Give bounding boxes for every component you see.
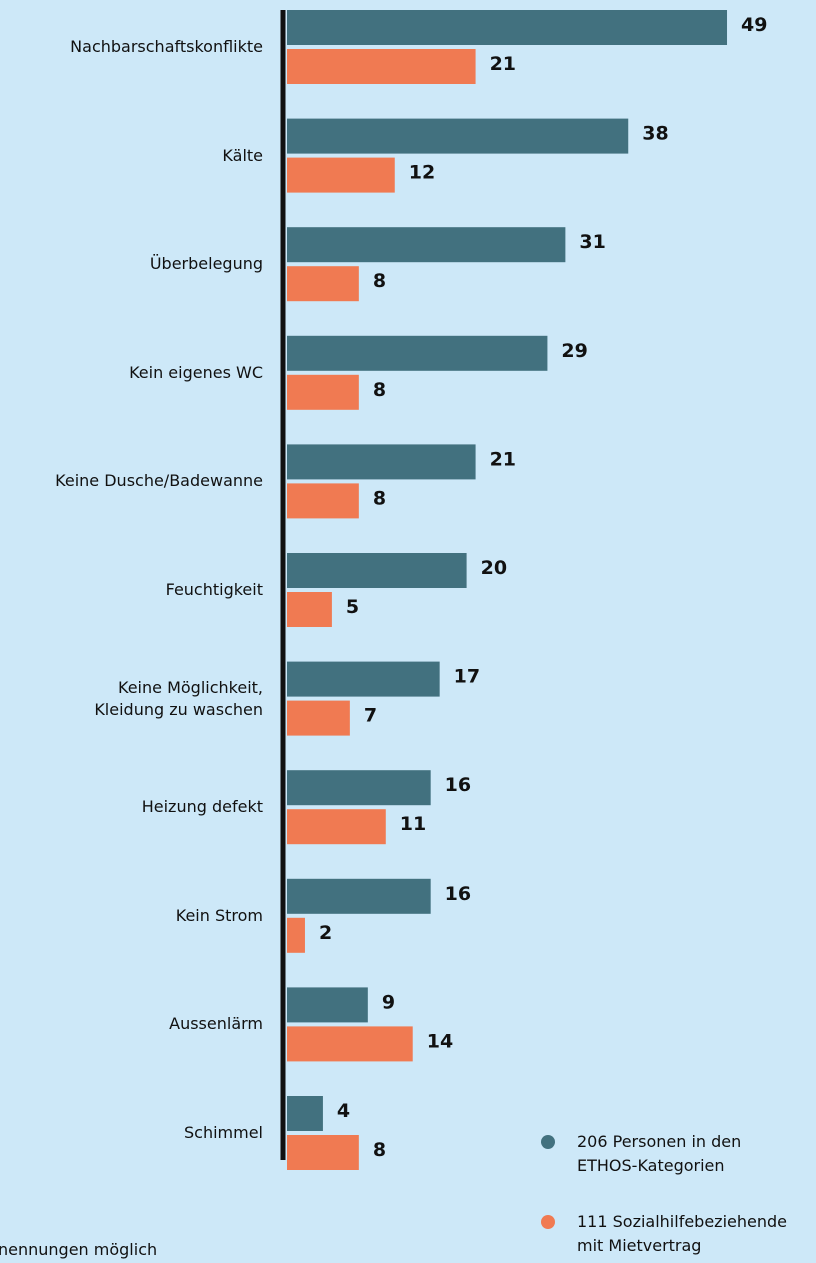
bar [287,10,728,45]
value-label: 8 [373,487,386,509]
bar [287,917,305,953]
category-label: Keine Möglichkeit, Kleidung zu waschen [94,677,263,719]
value-label: 9 [382,991,395,1013]
value-label: 2 [319,922,332,944]
bar [287,553,467,588]
bar [287,1026,413,1062]
bar [287,118,629,154]
bar [287,335,548,371]
bar [287,661,440,697]
category-label: Nachbarschaftskonflikte [70,37,263,56]
bar [287,374,359,410]
category-label: Feuchtigkeit [165,580,263,599]
legend-label: 111 Sozialhilfebeziehende mit Mietvertra… [577,1212,787,1255]
category-label: Kälte [222,145,263,165]
value-label: 8 [373,1139,386,1161]
bar [287,49,476,84]
bar [287,592,332,627]
value-label: 16 [445,883,471,905]
category-label: Heizung defekt [141,797,263,817]
category-label: Kein eigenes WC [129,362,263,382]
value-label: 8 [373,270,386,292]
bar [287,1135,359,1170]
bar [287,809,386,845]
value-label: 4 [337,1100,350,1122]
bar [287,266,359,302]
bar [287,227,566,263]
category-label: Keine Dusche/Badewanne [55,471,263,491]
value-label: 7 [364,705,377,727]
bar [287,1096,323,1131]
value-label: 29 [561,340,587,362]
value-label: 16 [445,774,471,796]
category-label: Überbelegung [149,254,263,274]
value-label: 11 [400,813,426,835]
bar [287,987,368,1023]
legend-marker [541,1135,555,1149]
value-label: 31 [579,231,605,253]
value-label: 38 [642,123,668,145]
bar [287,878,431,914]
bar [287,770,431,806]
value-label: 21 [490,53,516,75]
value-label: 17 [454,666,480,688]
legend-marker [541,1215,555,1229]
bar [287,700,350,736]
value-label: 21 [490,448,516,470]
legend-label: 206 Personen in den ETHOS-Kategorien [577,1132,742,1175]
bar [287,157,395,193]
value-label: 49 [741,14,767,36]
value-label: 14 [427,1030,453,1052]
value-label: 5 [346,596,359,618]
bar [287,483,359,519]
category-label: Schimmel [184,1123,263,1142]
bar [287,444,476,480]
value-label: 8 [373,379,386,401]
value-label: 20 [481,557,507,579]
footnote: nennungen möglich [0,1240,158,1259]
value-label: 12 [409,162,435,184]
category-label: Aussenlärm [169,1014,263,1034]
category-label: Kein Strom [175,905,263,925]
